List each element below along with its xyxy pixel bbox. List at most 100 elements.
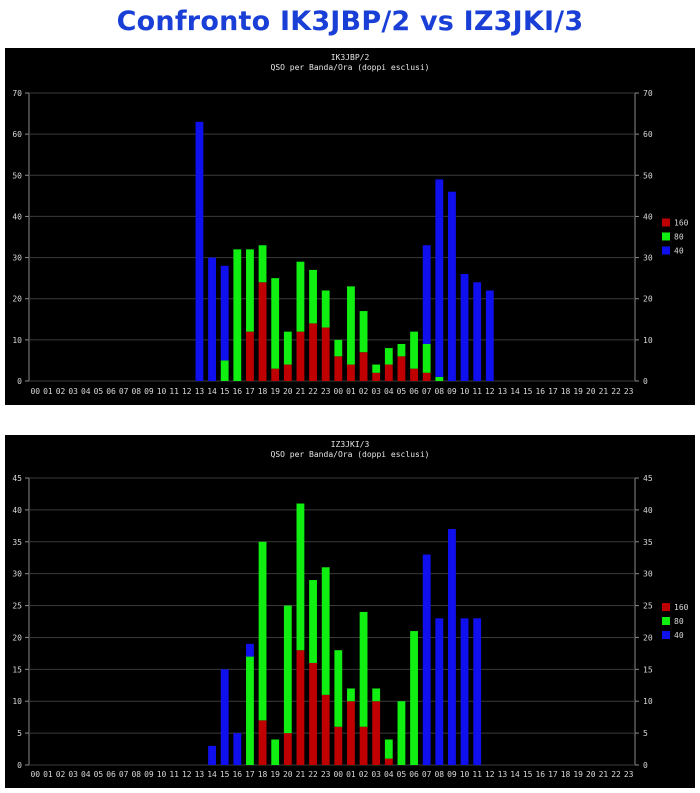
x-tick-label: 16 [232,770,242,779]
x-tick-label: 10 [157,770,167,779]
plot-frame [28,92,636,382]
x-tick-label: 11 [472,770,482,779]
bar-40-08 [435,618,444,765]
x-tick-label: 13 [195,770,205,779]
bar-80-21 [296,503,305,651]
bar-160-00 [334,726,343,765]
bar-40-09 [448,191,456,381]
y-tick-label-right: 40 [643,212,653,221]
bar-80-21 [296,261,305,332]
x-tick-label: 12 [182,387,192,396]
x-tick-label: 23 [321,387,331,396]
chart-title: IZ3JKI/3 [330,440,370,449]
x-tick-label: 01 [346,770,356,779]
x-tick-label: 10 [460,387,470,396]
x-tick-label: 05 [94,387,104,396]
x-tick-label: 23 [321,770,331,779]
x-tick-label: 18 [561,770,571,779]
x-tick-label: 07 [422,387,432,396]
x-tick-label: 09 [144,770,154,779]
x-tick-label: 22 [308,387,318,396]
bar-80-02 [359,311,368,353]
x-tick-label: 14 [510,770,520,779]
bar-160-01 [347,364,355,381]
x-tick-label: 21 [296,387,306,396]
x-tick-label: 03 [68,387,78,396]
bar-160-02 [359,352,368,381]
y-tick-label-left: 5 [17,729,22,738]
bar-40-15 [220,669,229,765]
bar-80-20 [283,331,292,365]
x-tick-label: 12 [485,387,495,396]
x-tick-label: 03 [371,387,381,396]
x-tick-label: 19 [270,770,280,779]
y-tick-label-right: 45 [643,474,653,483]
x-tick-label: 14 [207,387,217,396]
x-tick-label: 22 [611,770,621,779]
bar-160-05 [397,356,406,381]
y-tick-label-right: 0 [643,377,648,386]
bar-160-21 [296,650,305,765]
x-tick-label: 03 [371,770,381,779]
bar-80-15 [220,360,229,381]
x-tick-label: 00 [30,770,40,779]
y-tick-label-right: 20 [643,295,653,304]
x-tick-label: 09 [447,770,457,779]
bar-160-06 [410,368,418,381]
x-tick-label: 01 [43,387,53,396]
x-tick-label: 00 [333,770,343,779]
x-tick-label: 06 [106,387,116,396]
x-tick-label: 19 [573,770,583,779]
y-tick-label-right: 30 [643,570,653,579]
x-tick-label: 00 [333,387,343,396]
bar-80-04 [384,739,393,759]
x-tick-label: 10 [157,387,167,396]
x-tick-label: 11 [472,387,482,396]
x-tick-label: 13 [195,387,205,396]
x-tick-label: 00 [30,387,40,396]
bar-40-12 [485,290,494,381]
y-tick-label-left: 15 [12,665,22,674]
bar-80-03 [372,364,381,373]
x-tick-label: 18 [258,770,268,779]
y-tick-label-left: 25 [12,602,22,611]
x-tick-label: 21 [599,387,609,396]
x-tick-label: 19 [270,387,280,396]
legend-swatch-80 [662,617,670,626]
y-tick-label-left: 20 [12,633,22,642]
y-tick-label-right: 60 [643,130,653,139]
bar-160-23 [321,327,330,381]
y-tick-label-left: 70 [12,89,22,98]
x-tick-label: 22 [308,770,318,779]
bar-40-15 [220,265,229,361]
y-tick-label-left: 30 [12,570,22,579]
x-tick-label: 08 [434,387,444,396]
x-tick-label: 03 [68,770,78,779]
chart-subtitle: QSO per Banda/Ora (doppi esclusi) [270,63,430,72]
bar-40-16 [233,733,242,765]
bar-40-14 [208,257,216,381]
bar-80-23 [321,567,330,695]
x-tick-label: 07 [119,387,129,396]
x-tick-label: 02 [359,387,369,396]
x-tick-label: 17 [548,770,558,779]
bar-80-06 [410,631,418,765]
x-tick-label: 14 [510,387,520,396]
y-tick-label-left: 45 [12,474,22,483]
x-tick-label: 01 [346,387,356,396]
bar-80-16 [233,249,242,381]
x-tick-label: 05 [397,387,407,396]
y-tick-label-right: 40 [643,506,653,515]
bar-40-14 [208,745,216,765]
x-tick-label: 04 [81,387,91,396]
bar-40-11 [473,282,482,381]
chart-subtitle: QSO per Banda/Ora (doppi esclusi) [270,450,430,459]
bar-40-11 [473,618,482,765]
bar-160-01 [347,701,355,765]
bar-80-23 [321,290,330,328]
bar-40-13 [195,121,204,382]
x-tick-label: 19 [573,387,583,396]
bar-40-08 [435,179,444,377]
legend-label-40: 40 [674,246,684,255]
